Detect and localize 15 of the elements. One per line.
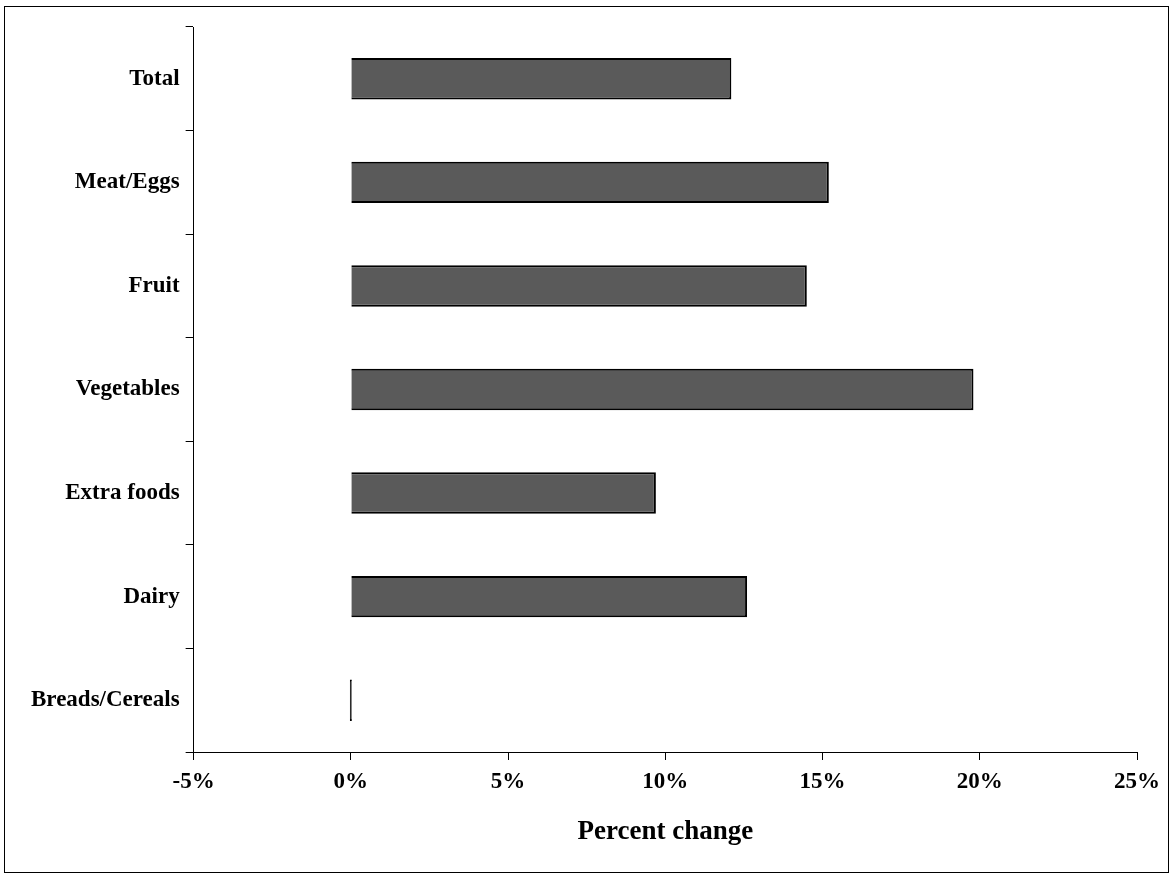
x-tick-label: -5% [172,767,215,793]
x-axis-title: Percent change [577,814,754,845]
y-tick-label: Total [129,64,180,90]
x-tick-label: 20% [956,767,1003,793]
x-tick-label: 0% [333,767,369,793]
y-tick-label: Extra foods [65,479,180,505]
x-tick-label: 10% [642,767,689,793]
x-tick-label: 15% [799,767,846,793]
y-tick-label: Breads/Cereals [30,686,180,712]
y-tick-label: Dairy [123,582,181,608]
x-tick-label: 25% [1114,767,1160,793]
y-tick-label: Fruit [128,271,180,297]
y-tick-label: Vegetables [75,375,180,401]
x-tick-label: 5% [490,767,526,793]
y-tick-label: Meat/Eggs [74,168,180,194]
